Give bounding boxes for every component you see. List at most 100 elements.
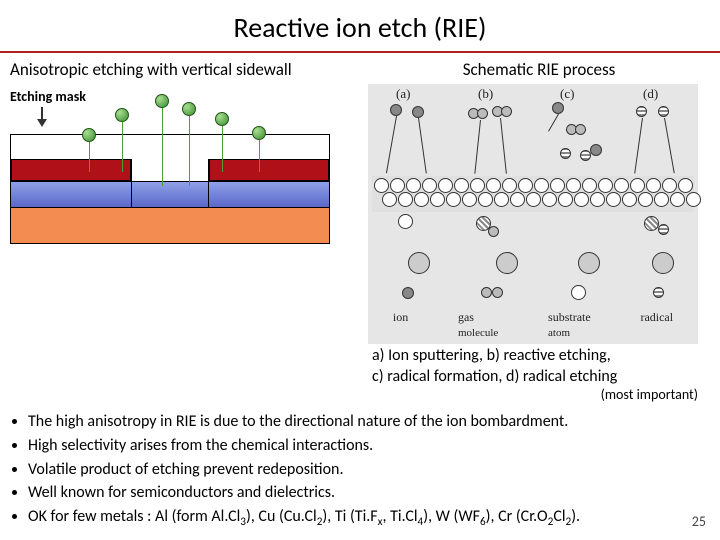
panel-label-d: (d) bbox=[643, 86, 658, 102]
substrate-atom bbox=[574, 192, 589, 207]
bullet-list: The high anisotropy in RIE is due to the… bbox=[0, 403, 720, 530]
radical bbox=[658, 224, 669, 235]
radical bbox=[658, 106, 669, 117]
left-heading: Anisotropic etching with vertical sidewa… bbox=[10, 59, 352, 80]
substrate-atom bbox=[462, 192, 477, 207]
substrate-atom bbox=[670, 192, 685, 207]
trajectory bbox=[548, 114, 559, 132]
legend-atom bbox=[408, 252, 430, 274]
substrate-atom bbox=[470, 178, 485, 193]
ejected-atom bbox=[398, 214, 413, 229]
slide-title: Reactive ion etch (RIE) bbox=[0, 0, 720, 53]
substrate-atom bbox=[510, 192, 525, 207]
substrate-atom bbox=[390, 178, 405, 193]
ion-trajectory bbox=[259, 140, 260, 172]
ion-dot bbox=[552, 102, 564, 114]
upper-columns: Anisotropic etching with vertical sidewa… bbox=[0, 53, 720, 403]
substrate-atom bbox=[622, 192, 637, 207]
substrate-atom bbox=[502, 178, 517, 193]
substrate-atom bbox=[630, 178, 645, 193]
ion-layer bbox=[10, 134, 330, 244]
legend-atom bbox=[652, 252, 674, 274]
left-column: Anisotropic etching with vertical sidewa… bbox=[10, 59, 360, 403]
substrate-atom bbox=[654, 192, 669, 207]
trajectory bbox=[500, 118, 507, 174]
bullet-item: High selectivity arises from the chemica… bbox=[28, 435, 698, 457]
substrate-atom bbox=[446, 192, 461, 207]
ion-dot bbox=[412, 106, 424, 118]
substrate-atom bbox=[566, 178, 581, 193]
trajectory bbox=[664, 118, 675, 173]
ion-ball bbox=[155, 94, 169, 108]
substrate-atom bbox=[486, 178, 501, 193]
substrate-atom bbox=[606, 192, 621, 207]
product bbox=[644, 216, 659, 231]
ion-dot bbox=[390, 104, 402, 116]
schematic-caption-note: (most important) bbox=[368, 386, 710, 403]
legend-atom bbox=[496, 252, 518, 274]
substrate-atom bbox=[590, 192, 605, 207]
right-column: Schematic RIE process (a) (b) (c) (d) bbox=[360, 59, 710, 403]
bullet-item: OK for few metals : Al (form Al.Cl3), Cu… bbox=[28, 506, 698, 530]
substrate-atom bbox=[550, 178, 565, 193]
substrate-atom bbox=[374, 178, 389, 193]
substrate-atom bbox=[638, 192, 653, 207]
substrate-atom bbox=[614, 178, 629, 193]
ion-dot bbox=[590, 144, 602, 156]
panel-label-a: (a) bbox=[396, 86, 410, 102]
substrate-atom bbox=[518, 178, 533, 193]
panel-label-c: (c) bbox=[560, 86, 574, 102]
schematic-caption-a: a) Ion sputtering, b) reactive etching, bbox=[368, 346, 710, 365]
trajectory bbox=[386, 116, 397, 173]
substrate-atom bbox=[678, 178, 693, 193]
page-number: 25 bbox=[692, 513, 706, 530]
gas-molecule bbox=[575, 124, 586, 135]
legend-icons-row bbox=[368, 285, 698, 300]
ion-ball bbox=[115, 108, 129, 122]
substrate-atom bbox=[582, 178, 597, 193]
right-heading: Schematic RIE process bbox=[368, 59, 710, 80]
schematic-caption-b: c) radical formation, d) radical etching bbox=[368, 367, 710, 386]
ion-trajectory bbox=[162, 108, 163, 186]
panel-label-b: (b) bbox=[478, 86, 493, 102]
substrate-atom bbox=[494, 192, 509, 207]
legend-substrate: substrateatom bbox=[548, 310, 591, 340]
substrate-atom bbox=[686, 192, 701, 207]
substrate-atom bbox=[430, 192, 445, 207]
legend-gas: gasmolecule bbox=[458, 310, 498, 340]
substrate-atom bbox=[558, 192, 573, 207]
substrate-atom bbox=[382, 192, 397, 207]
ion-ball bbox=[182, 102, 196, 116]
bullet-item: The high anisotropy in RIE is due to the… bbox=[28, 411, 698, 433]
ion-trajectory bbox=[189, 116, 190, 186]
substrate-atom bbox=[454, 178, 469, 193]
bullet-item: Volatile product of etching prevent rede… bbox=[28, 459, 698, 481]
mask-label: Etching mask bbox=[10, 88, 352, 105]
trajectory bbox=[634, 118, 643, 174]
radical bbox=[636, 106, 647, 117]
substrate-atom bbox=[414, 192, 429, 207]
substrate-atom bbox=[406, 178, 421, 193]
legend-radical: radical bbox=[640, 310, 673, 340]
substrate-atom bbox=[398, 192, 413, 207]
legend-ion: ion bbox=[393, 310, 408, 340]
substrate-atom bbox=[542, 192, 557, 207]
gas-molecule bbox=[477, 108, 488, 119]
substrate-atom bbox=[534, 178, 549, 193]
substrate-atom bbox=[478, 192, 493, 207]
mask-arrow-icon bbox=[34, 107, 50, 127]
bullet-item: Well known for semiconductors and dielec… bbox=[28, 482, 698, 504]
substrate-atom bbox=[646, 178, 661, 193]
substrate-atom bbox=[662, 178, 677, 193]
ion-ball bbox=[252, 126, 266, 140]
substrate-atom bbox=[422, 178, 437, 193]
radical bbox=[560, 148, 571, 159]
trajectory bbox=[418, 118, 427, 174]
ion-ball bbox=[215, 112, 229, 126]
ion-trajectory bbox=[89, 142, 90, 172]
legend-labels: ion gasmolecule substrateatom radical bbox=[368, 310, 698, 340]
gas-molecule bbox=[501, 106, 512, 117]
gas-molecule bbox=[488, 226, 499, 237]
trajectory bbox=[474, 120, 481, 174]
ion-ball bbox=[82, 128, 96, 142]
